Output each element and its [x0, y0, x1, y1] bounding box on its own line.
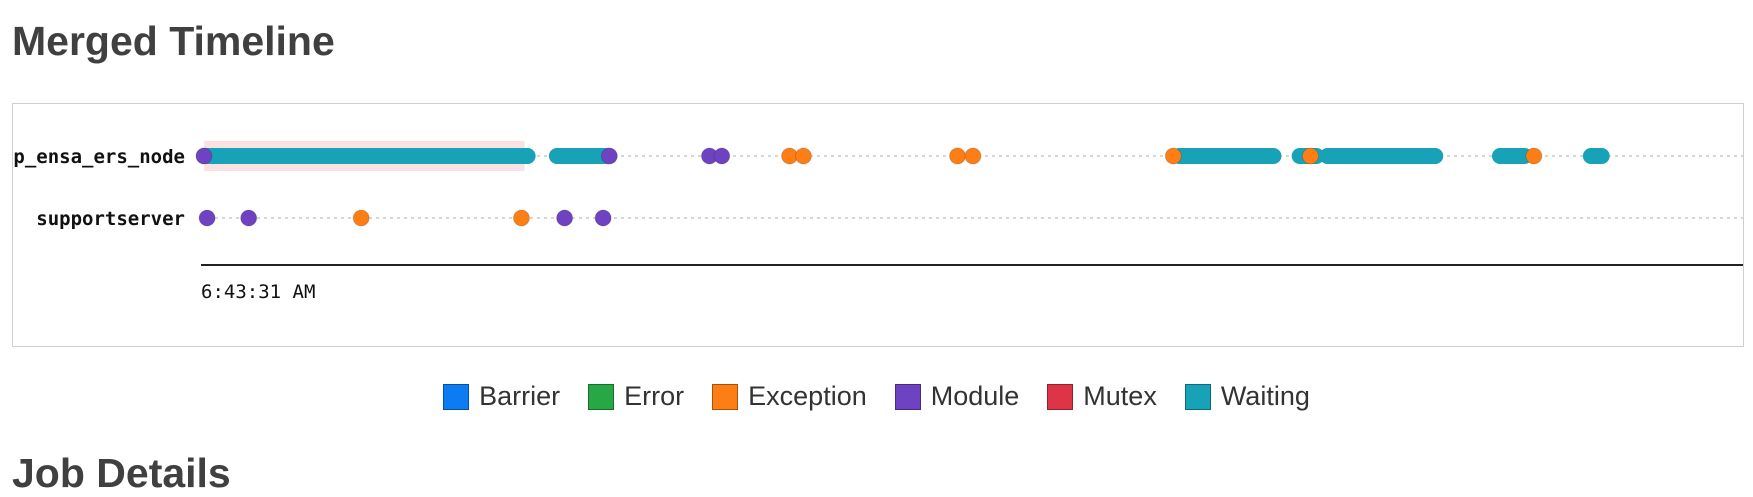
- legend-item-mutex[interactable]: Mutex: [1047, 381, 1157, 412]
- page-title: Merged Timeline: [12, 18, 335, 64]
- legend-swatch: [443, 383, 470, 410]
- legend-item-exception[interactable]: Exception: [712, 381, 867, 412]
- legend-label: Module: [930, 381, 1020, 411]
- event-point-exception[interactable]: [1164, 147, 1182, 165]
- event-point-module[interactable]: [594, 209, 612, 227]
- event-point-exception[interactable]: [352, 209, 370, 227]
- event-point-module[interactable]: [240, 209, 258, 227]
- event-point-module[interactable]: [556, 209, 574, 227]
- event-point-exception[interactable]: [512, 209, 530, 227]
- legend-item-error[interactable]: Error: [588, 381, 684, 412]
- timeline-legend: Barrier Error Exception Module Mutex Waiting: [0, 381, 1753, 412]
- row-label-ap-ensa-ers-node: ap_ensa_ers_node: [13, 146, 185, 168]
- event-point-exception[interactable]: [1301, 147, 1319, 165]
- legend-swatch: [1047, 383, 1074, 410]
- event-point-module[interactable]: [198, 209, 216, 227]
- legend-label: Exception: [748, 381, 867, 411]
- event-point-module[interactable]: [195, 147, 213, 165]
- legend-swatch: [1184, 383, 1211, 410]
- event-point-exception[interactable]: [1525, 147, 1543, 165]
- legend-swatch: [712, 383, 739, 410]
- legend-swatch: [894, 383, 921, 410]
- legend-item-barrier[interactable]: Barrier: [443, 381, 560, 412]
- legend-swatch: [588, 383, 615, 410]
- event-point-module[interactable]: [600, 147, 618, 165]
- time-axis-start-label: 6:43:31 AM: [201, 281, 315, 303]
- timeline-marks: [195, 141, 1610, 227]
- merged-timeline-chart[interactable]: ap_ensa_ers_node supportserver 6:43:31 A…: [12, 103, 1744, 347]
- legend-item-waiting[interactable]: Waiting: [1184, 381, 1310, 412]
- legend-item-module[interactable]: Module: [894, 381, 1020, 412]
- event-point-exception[interactable]: [794, 147, 812, 165]
- legend-label: Error: [624, 381, 685, 411]
- legend-label: Waiting: [1220, 381, 1310, 411]
- legend-label: Barrier: [479, 381, 561, 411]
- legend-label: Mutex: [1083, 381, 1157, 411]
- row-label-supportserver: supportserver: [36, 208, 185, 230]
- timeline-svg: ap_ensa_ers_node supportserver 6:43:31 A…: [13, 141, 1743, 303]
- event-point-module[interactable]: [713, 147, 731, 165]
- event-point-exception[interactable]: [964, 147, 982, 165]
- job-details-title: Job Details: [12, 450, 231, 496]
- event-point-exception[interactable]: [949, 147, 967, 165]
